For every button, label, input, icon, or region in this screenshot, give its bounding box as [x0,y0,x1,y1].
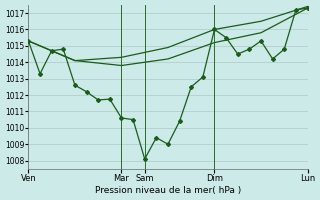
X-axis label: Pression niveau de la mer( hPa ): Pression niveau de la mer( hPa ) [95,186,241,195]
